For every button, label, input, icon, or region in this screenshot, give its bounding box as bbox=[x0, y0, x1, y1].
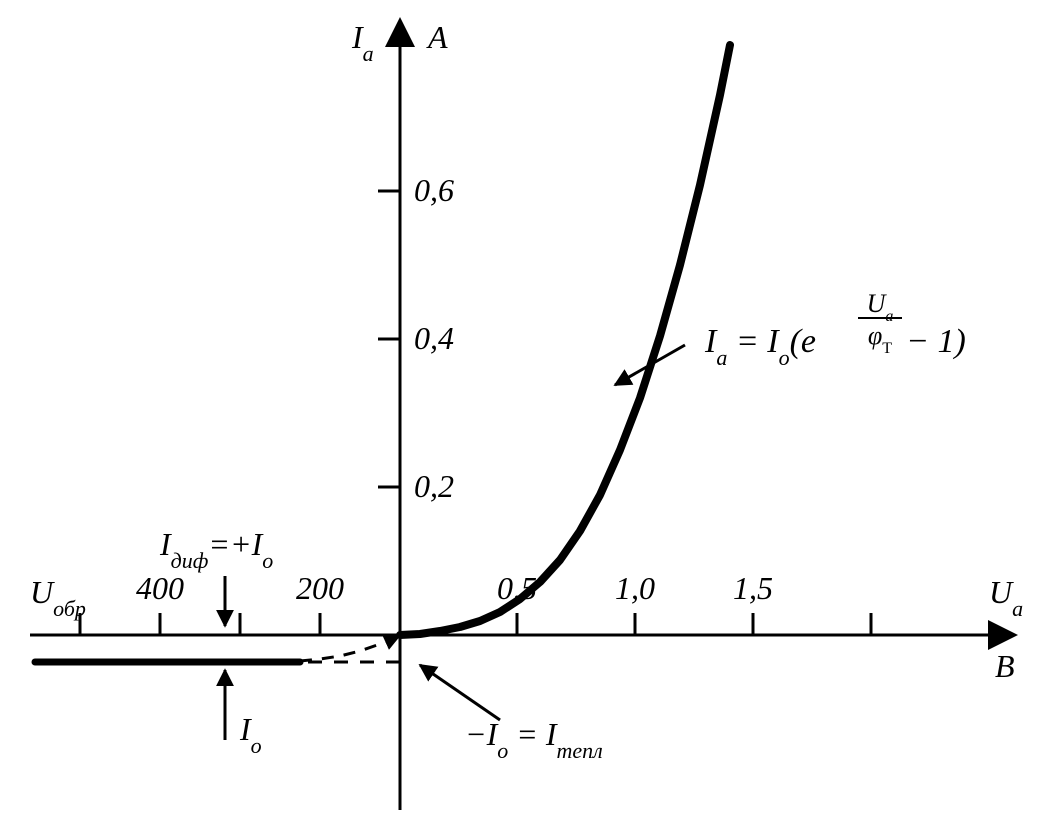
io-label: Io bbox=[239, 711, 262, 758]
y-axis-label-unit: A bbox=[426, 19, 448, 55]
svg-text:− 1): − 1) bbox=[906, 323, 966, 360]
svg-text:Ia = Io(e: Ia = Io(e bbox=[704, 323, 816, 370]
x-axis-left-label: Uобр bbox=[30, 574, 86, 621]
svg-text:φT: φT bbox=[868, 321, 892, 357]
idiff-label: Iдиф=+Io bbox=[159, 526, 273, 573]
x-tick-neg-label: 400 bbox=[136, 570, 184, 606]
y-tick-label: 0,6 bbox=[414, 172, 454, 208]
x-tick-label: 1,5 bbox=[733, 570, 773, 606]
y-tick-label: 0,4 bbox=[414, 320, 454, 356]
y-axis-label-symbol: Ia bbox=[351, 19, 374, 66]
x-tick-label: 1,0 bbox=[615, 570, 655, 606]
itepl-label: −Io = Iтепл bbox=[465, 716, 603, 763]
itepl-arrow bbox=[420, 665, 500, 720]
x-tick-neg-label: 200 bbox=[296, 570, 344, 606]
formula-label: Ia = Io(e UaφT − 1) bbox=[704, 289, 966, 370]
dashed-curve bbox=[300, 635, 400, 661]
y-tick-label: 0,2 bbox=[414, 468, 454, 504]
svg-text:Ua: Ua bbox=[867, 289, 894, 325]
x-axis-label-symbol: Ua bbox=[989, 574, 1023, 621]
x-axis-label-unit: B bbox=[995, 648, 1015, 684]
